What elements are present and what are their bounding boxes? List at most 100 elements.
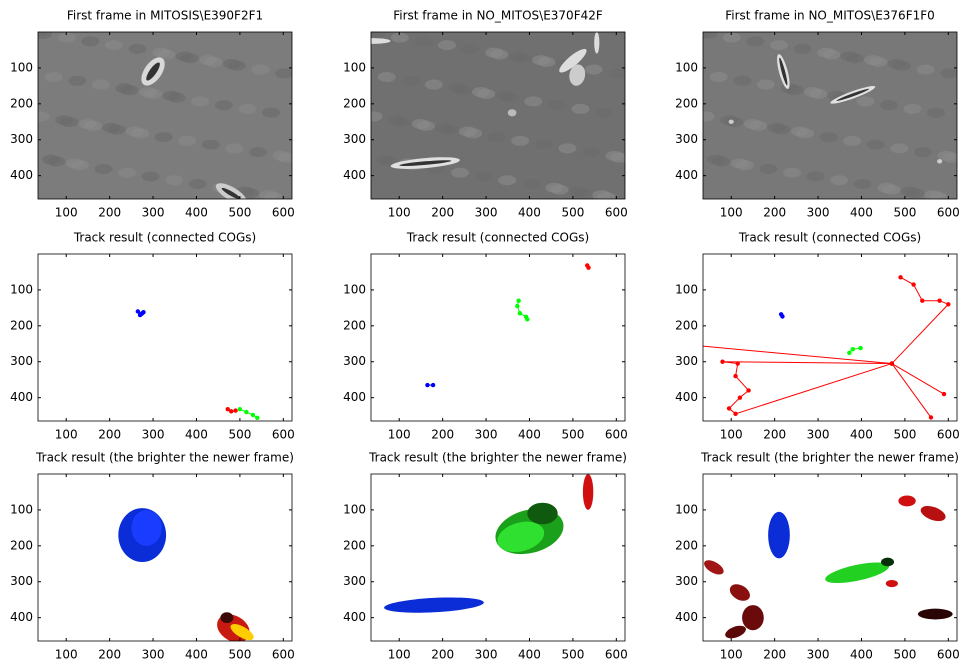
texture	[511, 135, 530, 146]
track-point	[946, 302, 951, 307]
track-point	[425, 382, 430, 388]
x-tick-label: 500	[893, 428, 916, 442]
x-tick-label: 300	[475, 648, 498, 662]
axes-box	[370, 31, 626, 200]
x-tick-label: 200	[98, 428, 121, 442]
texture	[47, 156, 66, 167]
x-tick-label: 600	[937, 206, 960, 220]
x-tick-label: 600	[605, 206, 628, 220]
texture	[942, 152, 957, 163]
y-tick-label: 100	[675, 502, 698, 516]
y-tick-label: 400	[343, 610, 366, 624]
y-tick-label: 200	[10, 96, 33, 110]
panel-title: Track result (connected COGs)	[73, 231, 256, 245]
axes-box	[702, 253, 958, 422]
texture	[262, 107, 281, 118]
texture	[748, 120, 767, 131]
track-point	[928, 415, 934, 420]
track-point	[515, 303, 520, 309]
track-point	[244, 409, 249, 415]
plot-area	[38, 474, 292, 641]
image-object	[742, 605, 764, 631]
track-point	[225, 406, 230, 412]
panel-title: Track result (the brighter the newer fra…	[700, 451, 959, 465]
texture	[474, 171, 493, 182]
texture	[916, 64, 935, 75]
x-tick-label: 600	[937, 648, 960, 662]
texture	[735, 160, 754, 171]
x-tick-label: 400	[850, 428, 873, 442]
texture	[451, 167, 470, 178]
texture	[228, 60, 247, 71]
axes-box	[702, 473, 958, 642]
texture	[581, 147, 600, 158]
track-point	[517, 311, 523, 316]
track-point	[735, 361, 740, 366]
x-tick-label: 500	[228, 648, 251, 662]
panel: Track result (connected COGs) 100 200 300 40…	[343, 231, 628, 442]
texture	[453, 85, 472, 96]
x-tick-label: 200	[98, 648, 121, 662]
panel-title: Track result (connected COGs)	[738, 231, 921, 245]
track-point	[941, 391, 947, 397]
texture	[597, 192, 616, 199]
texture	[574, 188, 593, 199]
x-tick-label: 200	[98, 206, 121, 220]
texture	[214, 100, 233, 111]
y-tick-label: 200	[343, 96, 366, 110]
image-object	[937, 159, 943, 164]
texture	[903, 103, 922, 114]
texture	[500, 92, 519, 103]
texture	[107, 124, 126, 135]
image-object	[825, 562, 890, 584]
track-point	[911, 282, 916, 287]
texture	[725, 117, 744, 128]
texture	[940, 68, 957, 79]
y-tick-label: 300	[675, 574, 698, 588]
texture	[191, 96, 210, 107]
texture	[830, 175, 849, 186]
x-tick-label: 200	[763, 428, 786, 442]
texture	[571, 103, 590, 114]
x-tick-label: 500	[561, 648, 584, 662]
axes-box	[37, 253, 293, 422]
texture	[756, 79, 775, 90]
y-tick-label: 400	[343, 390, 366, 404]
texture	[416, 120, 435, 131]
texture	[882, 184, 901, 195]
texture	[377, 72, 396, 83]
texture	[167, 92, 186, 103]
track-point	[430, 382, 436, 388]
y-tick-label: 300	[675, 354, 698, 368]
texture	[390, 32, 409, 43]
texture	[927, 107, 946, 118]
y-tick-label: 100	[343, 502, 366, 516]
x-tick-label: 200	[763, 206, 786, 220]
panel: Track result (the brighter the newer fra…	[10, 451, 295, 662]
y-tick-label: 400	[675, 168, 698, 182]
x-tick-label: 500	[893, 206, 916, 220]
x-tick-label: 600	[605, 648, 628, 662]
track-point	[726, 406, 732, 411]
image-object	[527, 502, 558, 525]
texture	[822, 49, 841, 60]
x-tick-label: 400	[850, 648, 873, 662]
texture	[38, 32, 53, 39]
texture	[104, 40, 123, 51]
axes-box	[370, 473, 626, 642]
track-point	[720, 359, 725, 364]
track-point	[516, 298, 521, 303]
texture	[248, 147, 267, 158]
texture	[913, 147, 932, 158]
y-tick-label: 200	[675, 96, 698, 110]
track-point	[737, 395, 743, 400]
x-tick-label: 100	[388, 206, 411, 220]
texture	[524, 96, 543, 107]
texture	[201, 139, 220, 150]
texture	[584, 64, 603, 75]
texture	[534, 139, 553, 150]
x-tick-label: 300	[807, 428, 830, 442]
x-tick-label: 400	[518, 428, 541, 442]
texture	[165, 175, 184, 186]
texture	[83, 120, 102, 131]
